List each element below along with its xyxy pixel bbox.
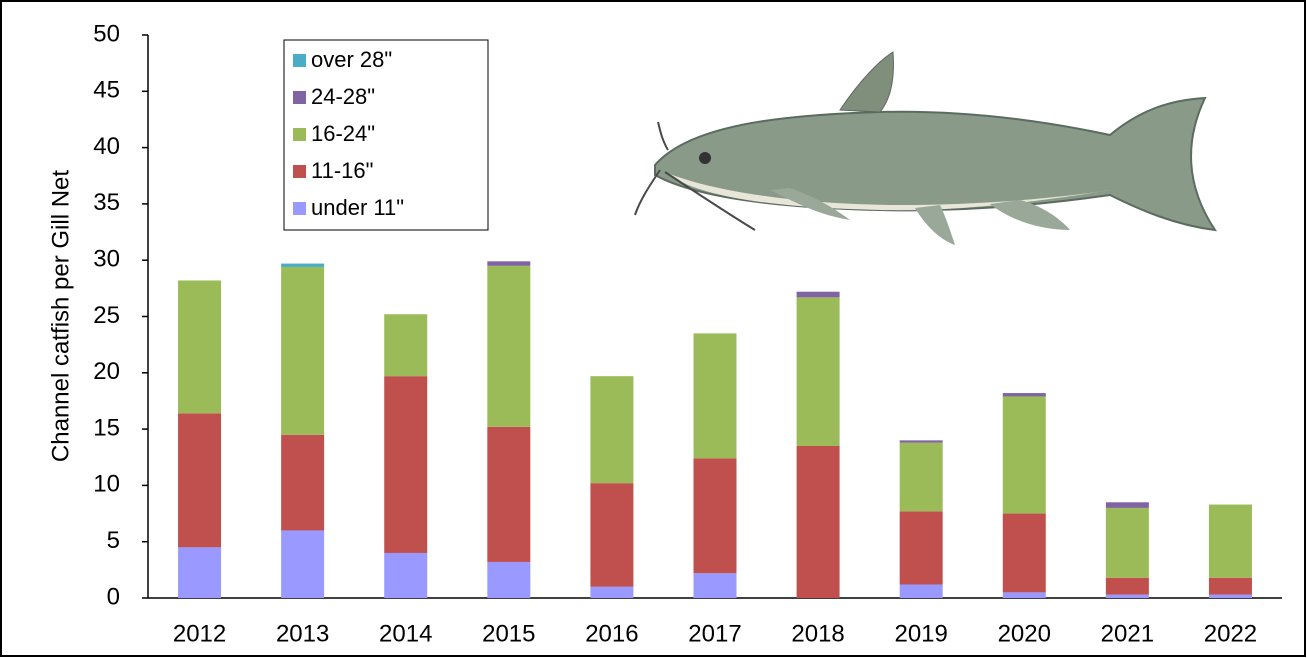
bar-segment bbox=[693, 458, 737, 574]
y-axis-label: Channel catfish per Gill Net bbox=[47, 170, 74, 462]
y-tick-label: 0 bbox=[107, 583, 120, 610]
legend-swatch bbox=[293, 128, 306, 141]
bar-segment bbox=[899, 442, 943, 512]
bar-segment bbox=[487, 561, 531, 598]
legend-label: over 28" bbox=[311, 47, 392, 72]
y-tick-label: 45 bbox=[93, 77, 120, 104]
bar-segment bbox=[590, 586, 634, 598]
x-tick-label: 2014 bbox=[379, 620, 432, 647]
legend-swatch bbox=[293, 91, 306, 104]
x-tick-label: 2021 bbox=[1101, 620, 1154, 647]
y-tick-label: 10 bbox=[93, 471, 120, 498]
y-tick-label: 25 bbox=[93, 302, 120, 329]
bar-segment bbox=[899, 440, 943, 443]
bar-segment bbox=[899, 511, 943, 585]
bar-segment bbox=[1002, 513, 1046, 593]
bar-segment bbox=[590, 483, 634, 587]
bar-segment bbox=[1105, 577, 1149, 595]
legend-label: 24-28" bbox=[311, 84, 375, 109]
bar-segment bbox=[178, 547, 222, 598]
bar-segment bbox=[1105, 502, 1149, 508]
bar-segment bbox=[178, 280, 222, 414]
bar-segment bbox=[281, 530, 325, 598]
bar-segment bbox=[1105, 507, 1149, 578]
x-tick-label: 2022 bbox=[1204, 620, 1257, 647]
x-tick-label: 2015 bbox=[482, 620, 535, 647]
y-tick-label: 50 bbox=[93, 20, 120, 47]
x-tick-label: 2020 bbox=[998, 620, 1051, 647]
x-tick-label: 2019 bbox=[894, 620, 947, 647]
bar-segment bbox=[1208, 577, 1252, 595]
bar-segment bbox=[1105, 594, 1149, 598]
bar-segment bbox=[384, 314, 428, 377]
x-tick-label: 2016 bbox=[585, 620, 638, 647]
bar-segment bbox=[487, 261, 531, 266]
bar-segment bbox=[384, 552, 428, 598]
legend-label: under 11" bbox=[311, 195, 404, 220]
bar-segment bbox=[899, 584, 943, 598]
bar-segment bbox=[693, 333, 737, 459]
bar-segment bbox=[1002, 592, 1046, 598]
legend-label: 16-24" bbox=[311, 121, 375, 146]
legend-swatch bbox=[293, 54, 306, 67]
x-tick-label: 2013 bbox=[276, 620, 329, 647]
bar-segment bbox=[590, 376, 634, 484]
legend-label: 11-16" bbox=[311, 158, 373, 183]
y-tick-label: 15 bbox=[93, 414, 120, 441]
bar-segment bbox=[487, 426, 531, 562]
bar-segment bbox=[796, 297, 840, 446]
y-tick-label: 35 bbox=[93, 189, 120, 216]
bar-segment bbox=[1002, 396, 1046, 514]
bar-segment bbox=[281, 263, 325, 267]
y-tick-label: 40 bbox=[93, 133, 120, 160]
bar-segment bbox=[281, 434, 325, 531]
bar-segment bbox=[487, 265, 531, 427]
bar-segment bbox=[384, 376, 428, 553]
y-tick-label: 20 bbox=[93, 358, 120, 385]
legend-swatch bbox=[293, 202, 306, 215]
bar-segment bbox=[178, 413, 222, 548]
bar-segment bbox=[796, 445, 840, 598]
bar-segment bbox=[281, 266, 325, 435]
legend-swatch bbox=[293, 165, 306, 178]
bar-segment bbox=[1208, 504, 1252, 578]
y-tick-label: 5 bbox=[107, 527, 120, 554]
fish-illustration bbox=[634, 51, 1218, 245]
bar-segment bbox=[796, 291, 840, 298]
bar-segment bbox=[1002, 393, 1046, 397]
x-tick-label: 2018 bbox=[791, 620, 844, 647]
legend-box bbox=[283, 39, 489, 231]
y-tick-label: 30 bbox=[93, 246, 120, 273]
bar-segment bbox=[1208, 594, 1252, 598]
x-tick-label: 2017 bbox=[688, 620, 741, 647]
x-tick-label: 2012 bbox=[173, 620, 226, 647]
bar-segment bbox=[693, 573, 737, 598]
